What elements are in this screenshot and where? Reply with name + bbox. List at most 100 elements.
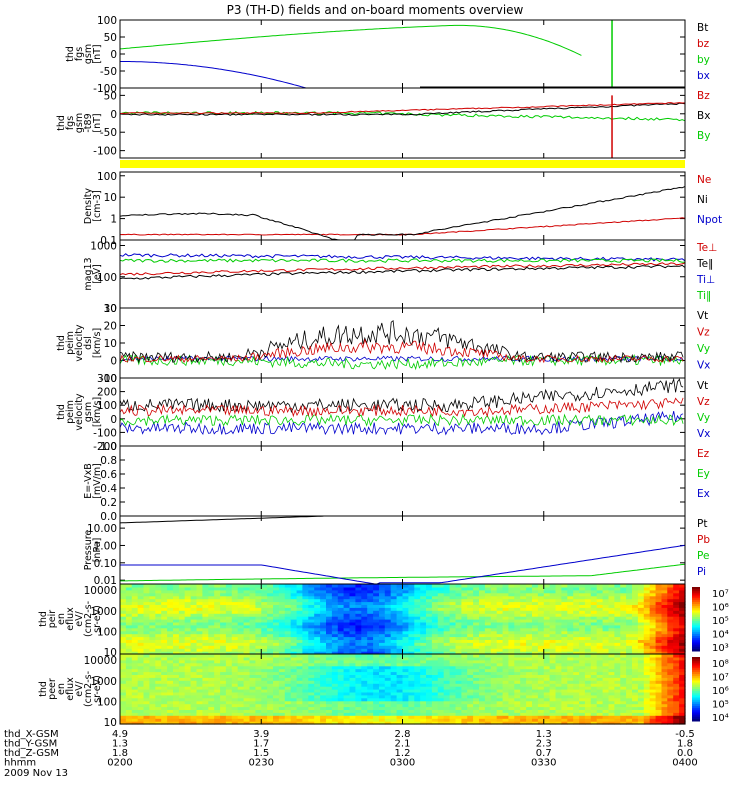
- spectro-cell: [526, 584, 533, 588]
- spectro-cell: [508, 593, 515, 597]
- spectro-cell: [473, 715, 480, 719]
- spectro-cell: [579, 610, 586, 614]
- spectro-cell: [273, 593, 280, 597]
- spectro-cell: [556, 584, 563, 588]
- spectro-cell: [220, 715, 227, 719]
- spectro-cell: [167, 593, 174, 597]
- spectro-cell: [173, 628, 180, 632]
- spectro-cell: [232, 628, 239, 632]
- spectro-cell: [244, 593, 251, 597]
- spectro-cell: [255, 663, 262, 667]
- spectro-cell: [567, 645, 574, 649]
- spectro-cell: [326, 663, 333, 667]
- spectro-cell: [238, 680, 245, 684]
- spectro-cell: [467, 698, 474, 702]
- spectro-cell: [614, 654, 621, 658]
- spectro-cell: [173, 663, 180, 667]
- spectro-cell: [361, 628, 368, 632]
- spectro-cell: [220, 628, 227, 632]
- spectro-cell: [526, 715, 533, 719]
- spectro-cell: [579, 663, 586, 667]
- spectro-cell: [614, 610, 621, 614]
- spectro-cell: [185, 628, 192, 632]
- spectro-cell: [155, 584, 162, 588]
- spectro-cell: [226, 593, 233, 597]
- spectro-cell: [503, 715, 510, 719]
- spectro-cell: [620, 610, 627, 614]
- spectro-cell: [597, 680, 604, 684]
- spectro-cell: [444, 593, 451, 597]
- spectro-cell: [556, 663, 563, 667]
- spectro-cell: [285, 715, 292, 719]
- spectro-cell: [467, 628, 474, 632]
- spectro-cell: [167, 663, 174, 667]
- spectro-cell: [355, 593, 362, 597]
- series-Vy-gsm: [120, 415, 683, 426]
- spectro-cell: [250, 698, 257, 702]
- spectro-cell: [667, 610, 674, 614]
- spectro-cell: [320, 698, 327, 702]
- spectro-cell: [391, 628, 398, 632]
- spectro-cell: [403, 610, 410, 614]
- spectro-cell: [279, 654, 286, 658]
- spectro-cell: [603, 610, 610, 614]
- spectro-cell: [461, 654, 468, 658]
- spectro-cell: [485, 584, 492, 588]
- spectro-cell: [550, 628, 557, 632]
- spectro-cell: [197, 663, 204, 667]
- spectro-cell: [561, 610, 568, 614]
- spectro-cell: [567, 698, 574, 702]
- spectro-cell: [149, 610, 156, 614]
- spectro-cell: [179, 610, 186, 614]
- spectro-cell: [161, 584, 168, 588]
- spectro-cell: [561, 663, 568, 667]
- spectro-cell: [650, 680, 657, 684]
- spectro-cell: [191, 680, 198, 684]
- spectro-cell: [662, 680, 669, 684]
- spectro-cell: [320, 593, 327, 597]
- spectro-cell: [638, 654, 645, 658]
- spectro-cell: [632, 698, 639, 702]
- spectro-cell: [544, 645, 551, 649]
- spectro-cell: [662, 645, 669, 649]
- spectro-cell: [644, 584, 651, 588]
- spectro-cell: [226, 645, 233, 649]
- spectro-cell: [597, 610, 604, 614]
- spectro-cell: [308, 680, 315, 684]
- spectro-cell: [226, 584, 233, 588]
- spectro-cell: [526, 698, 533, 702]
- spectro-cell: [214, 654, 221, 658]
- spectro-cell: [614, 628, 621, 632]
- spectro-cell: [573, 645, 580, 649]
- spectro-cell: [632, 680, 639, 684]
- ylabel-temperature-1: [eV]: [92, 264, 103, 284]
- spectro-cell: [420, 715, 427, 719]
- spectro-cell: [603, 715, 610, 719]
- spectro-cell: [426, 610, 433, 614]
- spectro-cell: [132, 698, 139, 702]
- spectro-cell: [673, 715, 680, 719]
- spectro-cell: [491, 593, 498, 597]
- spectro-cell: [344, 654, 351, 658]
- spectro-cell: [391, 654, 398, 658]
- spectro-cell: [291, 654, 298, 658]
- spectro-cell: [626, 584, 633, 588]
- spectro-cell: [456, 680, 463, 684]
- spectro-cell: [532, 593, 539, 597]
- spectro-cell: [279, 698, 286, 702]
- spectro-cell: [302, 654, 309, 658]
- spectro-cell: [414, 584, 421, 588]
- spectro-cell: [620, 680, 627, 684]
- spectro-cell: [585, 645, 592, 649]
- spectro-cell: [662, 628, 669, 632]
- spectro-cell: [320, 654, 327, 658]
- spectro-cell: [397, 663, 404, 667]
- ylabel-velocity-gsm-4: [km/s]: [92, 397, 103, 427]
- spectro-cell: [385, 715, 392, 719]
- spectro-cell: [326, 610, 333, 614]
- spectro-cell: [250, 610, 257, 614]
- spectro-cell: [403, 715, 410, 719]
- spectro-cell: [291, 584, 298, 588]
- spectro-cell: [255, 680, 262, 684]
- panel-frame-velocity-gsm: [120, 378, 685, 446]
